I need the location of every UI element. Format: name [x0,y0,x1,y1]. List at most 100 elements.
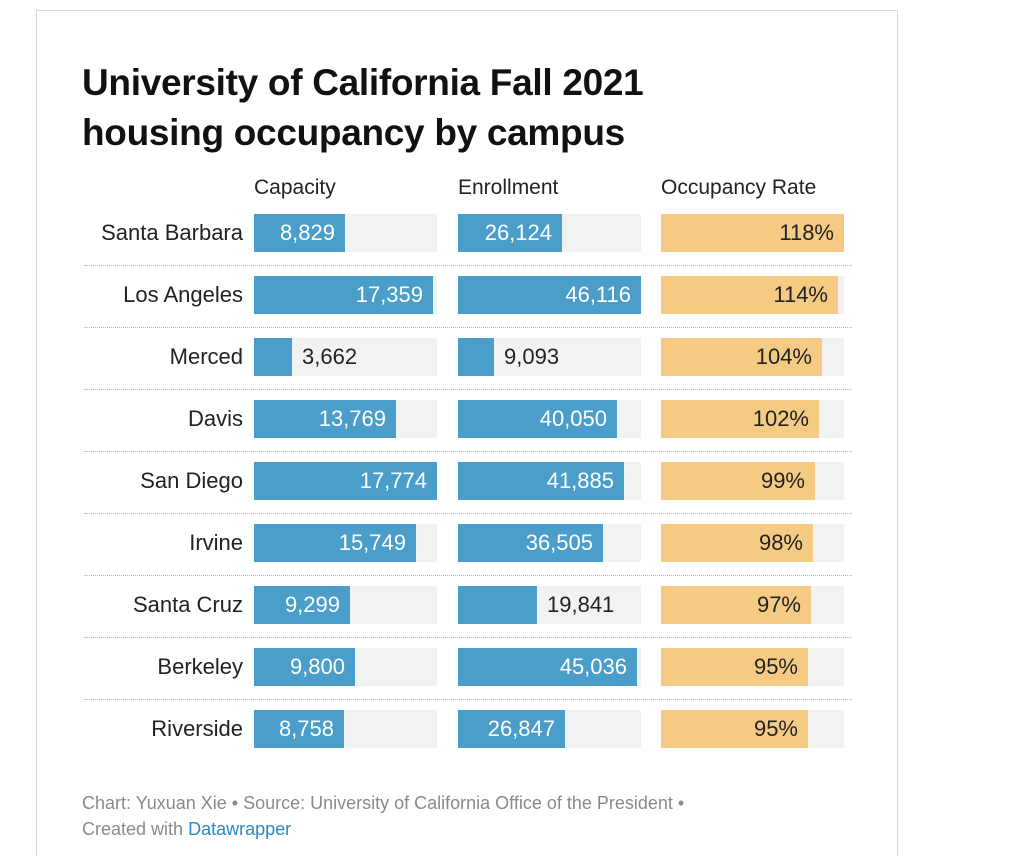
column-header-occupancy-rate: Occupancy Rate [661,176,817,199]
rate-bar-berkeley [661,648,808,686]
row-divider [84,451,852,452]
campus-label-los-angeles: Los Angeles [123,282,243,307]
capacity-value-berkeley: 9,800 [289,654,345,679]
enrollment-value-davis: 40,050 [539,406,607,431]
row-divider [84,265,852,266]
row-divider [84,575,852,576]
row-divider [84,699,852,700]
rate-bar-riverside [661,710,808,748]
enrollment-value-riverside: 26,847 [487,716,555,741]
enrollment-track-santa-barbara: 26,124 [458,214,641,252]
capacity-bar-santa-barbara [254,214,345,252]
rate-track-berkeley: 95% [661,648,844,686]
campus-label-santa-cruz: Santa Cruz [132,592,243,617]
enrollment-value-san-diego: 41,885 [546,468,614,493]
capacity-bar-los-angeles [254,276,433,314]
capacity-bar-san-diego [254,462,437,500]
chart-footer: Chart: Yuxuan Xie • Source: University o… [82,790,842,842]
rate-value-santa-cruz: 97% [756,592,801,617]
enrollment-bar-santa-cruz [458,586,537,624]
enrollment-value-santa-cruz: 19,841 [547,592,615,617]
capacity-value-santa-barbara: 8,829 [279,220,335,245]
capacity-value-san-diego: 17,774 [359,468,427,493]
footer-created-prefix: Created with [82,819,184,839]
column-header-enrollment: Enrollment [458,176,559,199]
enrollment-track-san-diego: 41,885 [458,462,641,500]
campus-label-irvine: Irvine [189,530,243,555]
capacity-track-santa-cruz: 9,299 [254,586,437,624]
capacity-bar-irvine [254,524,416,562]
enrollment-track-los-angeles: 46,116 [458,276,641,314]
capacity-track-santa-barbara: 8,829 [254,214,437,252]
rate-bar-los-angeles [661,276,838,314]
row-divider [84,327,852,328]
datawrapper-link[interactable]: Datawrapper [188,819,292,839]
row-divider [84,513,852,514]
rate-bar-san-diego [661,462,815,500]
capacity-bar-berkeley [254,648,355,686]
enrollment-track-berkeley: 45,036 [458,648,641,686]
campus-label-riverside: Riverside [151,716,243,741]
campus-label-san-diego: San Diego [140,468,243,493]
rate-bar-davis [661,400,819,438]
enrollment-bar-los-angeles [458,276,641,314]
rate-track-irvine: 98% [661,524,844,562]
capacity-bar-merced [254,338,292,376]
capacity-bar-davis [254,400,396,438]
rate-track-los-angeles: 114% [661,276,844,314]
enrollment-value-santa-barbara: 26,124 [484,220,552,245]
capacity-value-los-angeles: 17,359 [355,282,423,307]
capacity-value-irvine: 15,749 [338,530,406,555]
campus-label-santa-barbara: Santa Barbara [101,220,243,245]
capacity-track-riverside: 8,758 [254,710,437,748]
rate-track-santa-cruz: 97% [661,586,844,624]
rate-value-los-angeles: 114% [773,282,828,307]
rate-bar-irvine [661,524,813,562]
campus-label-merced: Merced [169,344,243,369]
enrollment-track-riverside: 26,847 [458,710,641,748]
column-header-capacity: Capacity [254,176,336,199]
enrollment-value-los-angeles: 46,116 [565,282,631,307]
rate-track-merced: 104% [661,338,844,376]
enrollment-bar-merced [458,338,494,376]
enrollment-track-merced: 9,093 [458,338,641,376]
rate-bar-merced [661,338,822,376]
rate-value-berkeley: 95% [753,654,798,679]
title-line-1: University of California Fall 2021 [82,62,644,103]
capacity-track-davis: 13,769 [254,400,437,438]
row-divider [84,389,852,390]
rate-value-irvine: 98% [758,530,803,555]
rate-track-riverside: 95% [661,710,844,748]
enrollment-bar-santa-barbara [458,214,562,252]
capacity-bar-riverside [254,710,344,748]
enrollment-value-berkeley: 45,036 [559,654,627,679]
capacity-track-san-diego: 17,774 [254,462,437,500]
capacity-track-los-angeles: 17,359 [254,276,437,314]
row-divider [84,637,852,638]
campus-label-davis: Davis [187,406,243,431]
enrollment-value-merced: 9,093 [504,344,560,369]
enrollment-bar-san-diego [458,462,624,500]
enrollment-track-irvine: 36,505 [458,524,641,562]
capacity-value-santa-cruz: 9,299 [284,592,340,617]
capacity-bar-santa-cruz [254,586,350,624]
capacity-track-irvine: 15,749 [254,524,437,562]
enrollment-bar-irvine [458,524,603,562]
capacity-value-davis: 13,769 [318,406,386,431]
enrollment-bar-berkeley [458,648,637,686]
enrollment-track-davis: 40,050 [458,400,641,438]
title-line-2: housing occupancy by campus [82,112,625,153]
rate-track-davis: 102% [661,400,844,438]
enrollment-bar-riverside [458,710,565,748]
capacity-track-merced: 3,662 [254,338,437,376]
campus-label-berkeley: Berkeley [157,654,243,679]
footer-source: Chart: Yuxuan Xie • Source: University o… [82,793,685,813]
rate-bar-santa-cruz [661,586,811,624]
rate-track-santa-barbara: 118% [661,214,844,252]
capacity-value-merced: 3,662 [302,344,358,369]
rate-track-san-diego: 99% [661,462,844,500]
enrollment-value-irvine: 36,505 [525,530,593,555]
enrollment-bar-davis [458,400,617,438]
enrollment-track-santa-cruz: 19,841 [458,586,641,624]
capacity-value-riverside: 8,758 [278,716,334,741]
